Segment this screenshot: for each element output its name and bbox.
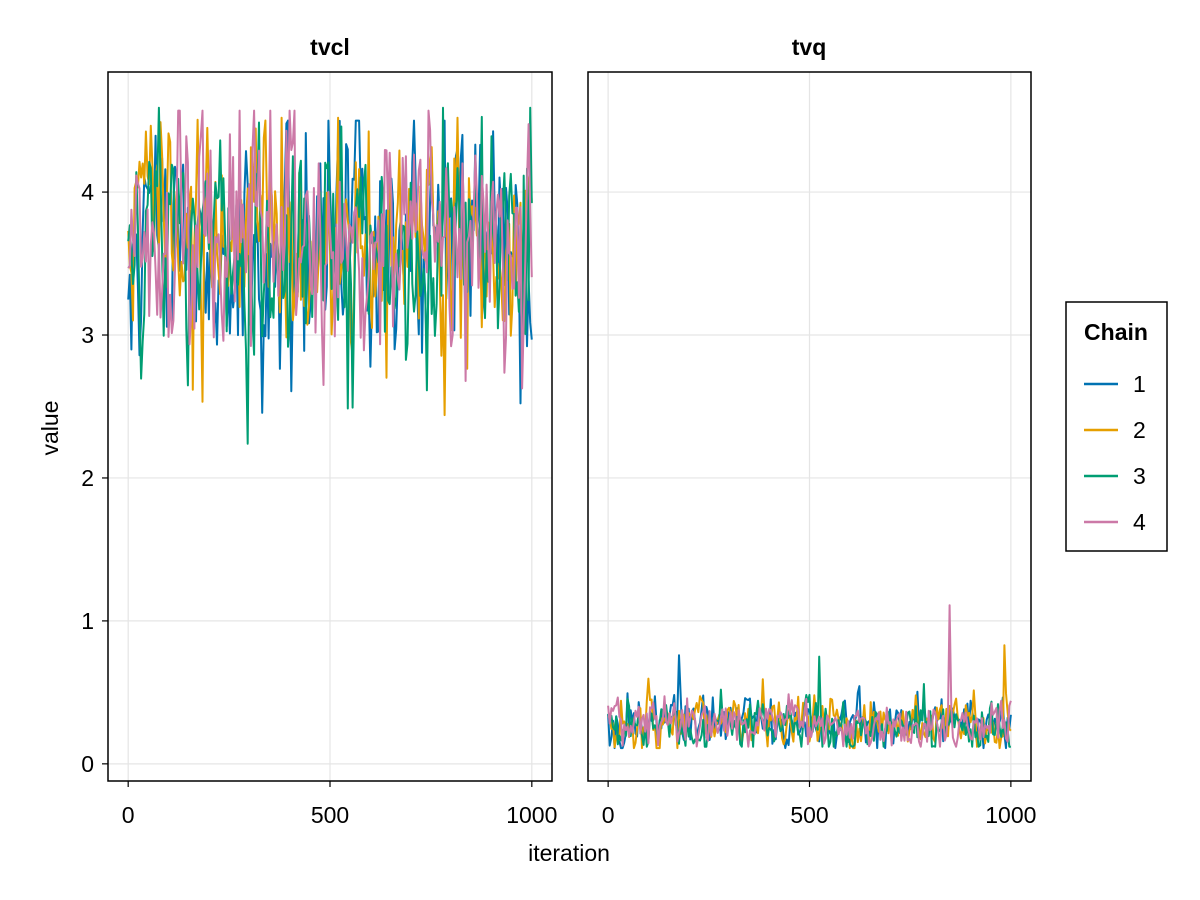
series-lines [607,604,1012,750]
panel-tvq: tvq 0 500 1000 [587,34,1036,828]
x-tick-label: 0 [602,802,615,828]
series-lines [127,106,533,445]
legend-frame [1065,301,1168,552]
series-line-chain-4 [607,604,1012,748]
legend-label-chain-4: 4 [1133,509,1146,535]
series-line-chain-4 [127,109,533,390]
legend-label-chain-2: 2 [1133,417,1146,443]
legend: Chain 1 2 3 4 [1065,301,1168,552]
y-axis-label: value [37,401,63,456]
x-axis-label: iteration [528,840,610,866]
x-tick-label: 500 [311,802,349,828]
y-tick-labels: 0 1 2 3 4 [81,179,108,777]
panel-title-tvcl: tvcl [310,34,350,60]
y-tick-label: 1 [81,608,94,634]
x-tick-label: 1000 [506,802,557,828]
legend-label-chain-3: 3 [1133,463,1146,489]
x-tick-label: 500 [790,802,828,828]
panel-title-tvq: tvq [792,34,827,60]
legend-title: Chain [1084,319,1148,345]
legend-items: 1 2 3 4 [1084,371,1146,535]
y-tick-label: 4 [81,179,94,205]
grid-lines [588,72,1031,781]
x-tick-labels: 0 500 1000 [602,781,1036,828]
x-tick-label: 1000 [985,802,1036,828]
y-tick-label: 0 [81,751,94,777]
y-tick-label: 2 [81,465,94,491]
x-tick-labels: 0 500 1000 [122,781,557,828]
y-tick-label: 3 [81,322,94,348]
x-tick-label: 0 [122,802,135,828]
panel-tvcl: tvcl 0 500 1000 0 1 2 3 4 [81,34,557,828]
legend-label-chain-1: 1 [1133,371,1146,397]
